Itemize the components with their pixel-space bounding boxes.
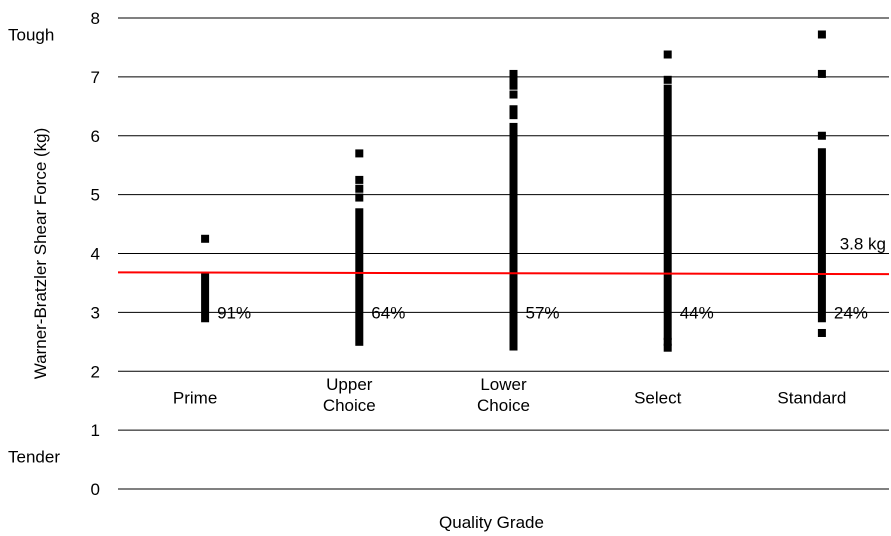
- data-point: [663, 337, 672, 346]
- threshold-line: [117, 271, 890, 276]
- data-point: [509, 75, 518, 84]
- category-label: Choice: [477, 396, 530, 415]
- y-tick-label: 0: [91, 480, 100, 499]
- data-point: [201, 234, 210, 243]
- category-label: Upper: [326, 375, 373, 394]
- y-tick-label: 5: [91, 186, 100, 205]
- data-point: [817, 69, 826, 78]
- data-point: [817, 30, 826, 39]
- data-point: [663, 75, 672, 84]
- data-strip: [509, 122, 518, 351]
- category-label: Lower: [480, 375, 527, 394]
- gridlines: [118, 17, 889, 490]
- data-point: [663, 50, 672, 59]
- tender-annotation: Tender: [8, 448, 60, 467]
- data-point: [355, 184, 364, 193]
- data-point: [817, 131, 826, 140]
- y-tick-label: 3: [91, 303, 100, 322]
- data-point: [509, 111, 518, 120]
- percent-label: 64%: [371, 303, 405, 322]
- category-label: Select: [634, 389, 682, 408]
- data-point: [355, 175, 364, 184]
- percent-labels: 91% 64% 57% 44% 24%: [217, 303, 868, 322]
- data-point: [509, 105, 518, 114]
- data-point: [509, 69, 518, 78]
- data-point: [509, 81, 518, 90]
- y-tick-label: 2: [91, 362, 100, 381]
- category-labels: Prime Upper Choice Lower Choice Select Standar…: [173, 375, 847, 415]
- data-point: [355, 193, 364, 202]
- y-tick-label: 1: [91, 421, 100, 440]
- data-point: [355, 149, 364, 158]
- y-tick-label: 4: [91, 245, 100, 264]
- data-point: [663, 343, 672, 352]
- x-axis-label: Quality Grade: [439, 513, 544, 532]
- data-point: [509, 90, 518, 99]
- category-label: Prime: [173, 389, 217, 408]
- data-strip: [817, 148, 826, 323]
- data-strip: [663, 84, 672, 340]
- percent-label: 24%: [834, 303, 868, 322]
- y-tick-labels: 0 1 2 3 4 5 6 7 8: [91, 9, 100, 499]
- data-points: [201, 30, 826, 352]
- y-tick-label: 7: [91, 68, 100, 87]
- percent-label: 44%: [680, 303, 714, 322]
- category-label: Standard: [777, 389, 846, 408]
- y-tick-label: 8: [91, 9, 100, 28]
- threshold-label: 3.8 kg: [840, 234, 886, 253]
- y-tick-label: 6: [91, 127, 100, 146]
- percent-label: 91%: [217, 303, 251, 322]
- data-point: [817, 328, 826, 337]
- category-label: Choice: [323, 396, 376, 415]
- percent-label: 57%: [526, 303, 560, 322]
- tough-annotation: Tough: [8, 25, 54, 44]
- data-strip: [355, 208, 364, 346]
- y-axis-label: Warner-Bratzler Shear Force (kg): [31, 128, 50, 380]
- data-strip: [201, 273, 210, 323]
